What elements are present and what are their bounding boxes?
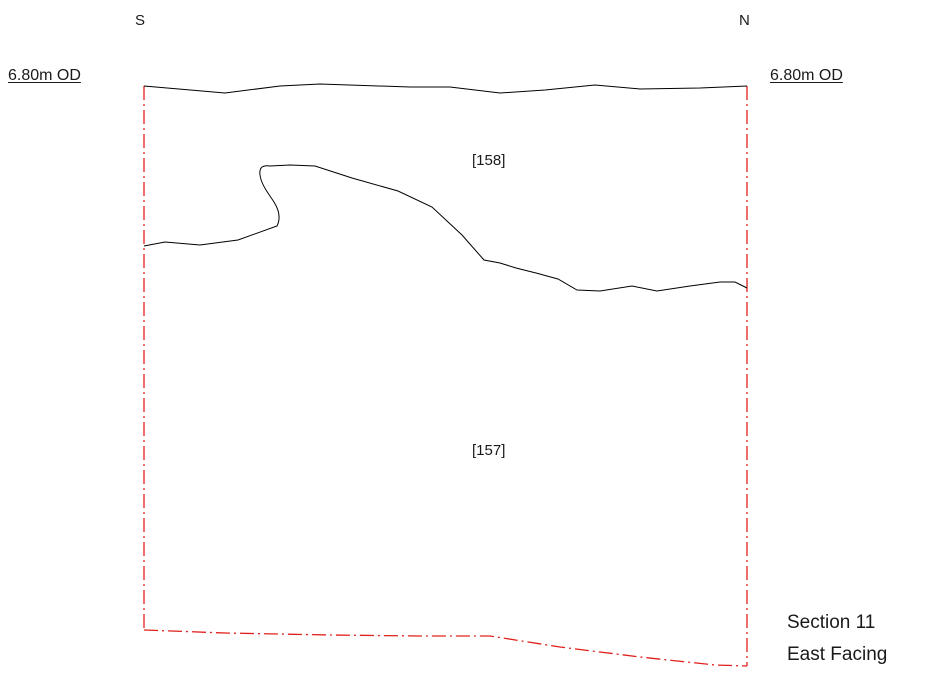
context-interface-line	[143, 164, 748, 292]
context-label-157: [157]	[472, 442, 506, 459]
datum-level-right: 6.80m OD	[770, 67, 843, 84]
limit-of-excavation	[143, 86, 748, 667]
excavation-base	[143, 629, 748, 667]
context-label-158: [158]	[472, 152, 506, 169]
orientation-north-label: N	[739, 12, 750, 29]
orientation-south-label: S	[135, 12, 146, 29]
section-facing: East Facing	[787, 644, 888, 665]
section-title: Section 11	[787, 612, 876, 633]
ground-surface-line	[143, 83, 748, 94]
datum-level-left: 6.80m OD	[8, 67, 81, 84]
